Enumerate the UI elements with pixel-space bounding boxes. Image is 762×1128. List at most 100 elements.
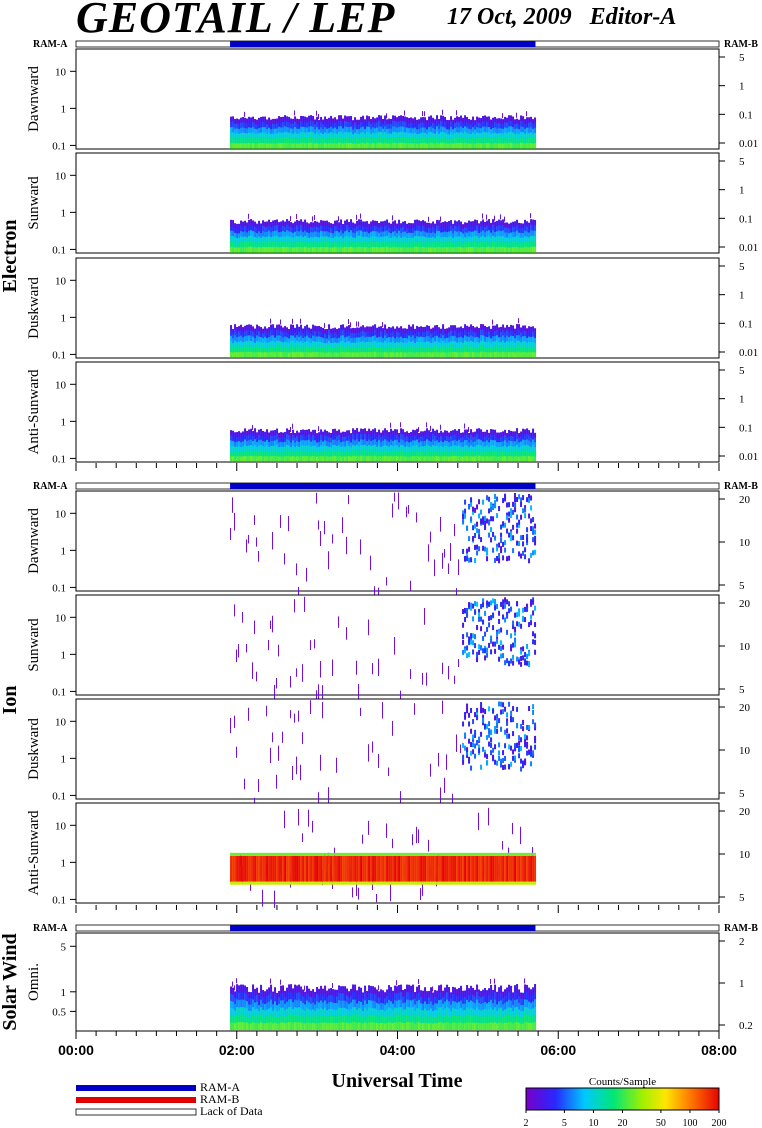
data-cell	[400, 120, 403, 127]
data-cell	[254, 143, 257, 149]
data-cell	[502, 133, 505, 140]
data-cell	[444, 855, 447, 882]
data-cell	[272, 430, 275, 437]
data-cell	[404, 226, 407, 232]
data-cell	[526, 117, 529, 123]
data-cell	[522, 233, 525, 239]
data-cell	[528, 232, 531, 238]
data-cell	[250, 455, 253, 462]
data-cell	[518, 351, 521, 358]
data-cell	[316, 137, 319, 144]
data-cell	[474, 732, 477, 738]
data-cell	[440, 137, 443, 144]
data-cell	[282, 852, 285, 856]
data-cell	[424, 435, 427, 442]
data-cell	[322, 220, 325, 227]
data-cell	[470, 138, 473, 144]
data-cell	[526, 328, 529, 334]
data-cell	[498, 138, 501, 144]
data-cell	[526, 132, 529, 139]
data-cell	[240, 446, 243, 453]
data-cell	[364, 128, 367, 135]
data-cell	[486, 127, 489, 133]
data-cell	[392, 503, 394, 518]
data-cell	[394, 333, 397, 339]
data-cell	[466, 434, 469, 441]
data-cell	[528, 651, 531, 657]
data-cell	[258, 220, 261, 227]
data-cell	[282, 236, 285, 243]
data-cell	[412, 434, 415, 441]
data-cell	[268, 437, 271, 443]
data-cell	[404, 352, 407, 358]
data-cell	[518, 247, 521, 253]
data-cell	[498, 644, 501, 650]
data-cell	[268, 127, 271, 134]
y2-tick-label: 0.1	[739, 318, 753, 330]
data-cell	[364, 138, 367, 144]
panel-ylabel: Sunward	[26, 176, 42, 230]
data-cell	[236, 456, 239, 462]
data-cell	[396, 132, 399, 139]
data-cell	[496, 133, 499, 139]
data-cell	[386, 435, 389, 442]
data-cell	[340, 442, 343, 448]
data-cell	[236, 233, 239, 239]
data-cell	[312, 455, 315, 462]
data-cell	[468, 336, 471, 343]
data-cell	[268, 122, 271, 129]
data-cell	[272, 435, 275, 442]
data-cell	[478, 450, 481, 457]
data-cell	[502, 521, 505, 527]
data-cell	[504, 435, 507, 441]
data-cell	[338, 131, 341, 138]
data-cell	[338, 445, 341, 452]
data-cell	[312, 324, 315, 331]
data-cell	[504, 327, 507, 333]
data-cell	[362, 131, 365, 138]
data-cell	[436, 351, 439, 358]
data-cell	[452, 341, 455, 348]
data-cell	[444, 338, 447, 344]
data-cell	[522, 228, 525, 234]
ram-a-bar	[230, 483, 536, 489]
data-cell	[392, 120, 395, 127]
data-cell	[428, 216, 430, 222]
y-tick-label: 1	[61, 416, 67, 428]
data-cell	[390, 855, 393, 882]
data-cell	[340, 219, 343, 226]
data-cell	[488, 331, 491, 338]
data-cell	[452, 223, 455, 230]
data-cell	[236, 852, 239, 856]
data-cell	[426, 341, 429, 348]
data-cell	[524, 429, 527, 436]
data-cell	[406, 451, 409, 457]
data-cell	[358, 124, 361, 130]
data-cell	[494, 325, 497, 332]
data-cell	[276, 678, 278, 689]
data-cell	[508, 126, 511, 133]
data-cell	[384, 852, 387, 856]
data-cell	[370, 221, 373, 228]
data-cell	[280, 881, 283, 885]
data-cell	[472, 326, 475, 332]
data-cell	[364, 247, 367, 253]
data-cell	[288, 347, 291, 354]
data-cell	[308, 327, 311, 334]
data-cell	[504, 755, 507, 761]
data-cell	[318, 120, 321, 126]
data-cell	[490, 638, 493, 644]
data-cell	[332, 123, 335, 129]
data-cell	[234, 881, 237, 885]
data-cell	[432, 241, 435, 248]
data-cell	[388, 852, 391, 856]
data-cell	[352, 242, 355, 248]
data-cell	[296, 219, 299, 226]
data-cell	[268, 337, 271, 343]
data-cell	[410, 341, 413, 348]
data-cell	[424, 445, 427, 452]
data-cell	[454, 330, 457, 337]
data-cell	[242, 852, 245, 856]
data-cell	[510, 646, 513, 652]
data-cell	[356, 342, 359, 348]
